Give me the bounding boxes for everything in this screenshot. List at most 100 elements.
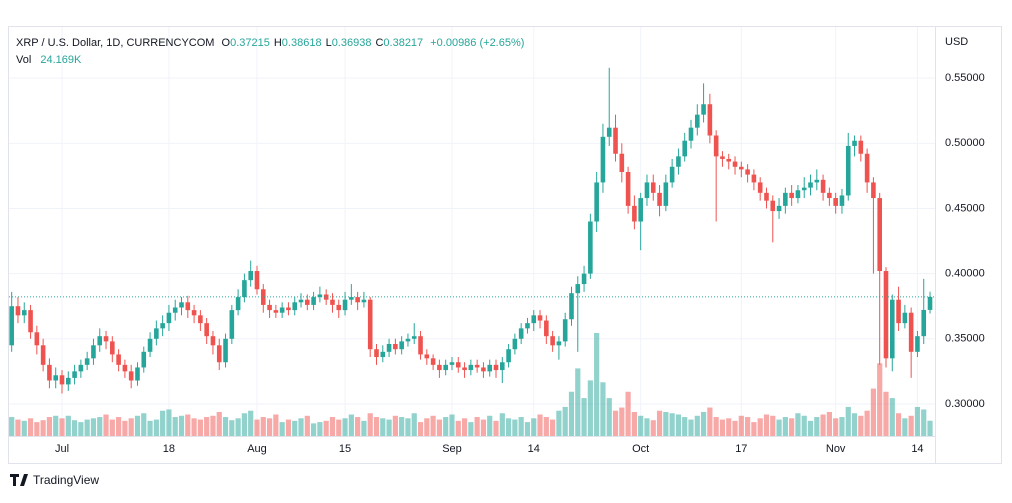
volume-bar <box>172 417 178 436</box>
candle-body <box>84 358 90 365</box>
candle-body <box>556 341 562 346</box>
x-tick-label: 15 <box>339 443 351 455</box>
volume <box>9 333 933 436</box>
volume-bar <box>512 419 518 436</box>
change: +0.00986 (+2.65%) <box>430 37 525 49</box>
volume-bar <box>845 406 851 436</box>
volume-bar <box>122 420 128 436</box>
candle-body <box>877 198 882 272</box>
candle-body <box>449 362 455 365</box>
chart-frame <box>8 26 1002 464</box>
candle-body <box>776 205 782 212</box>
candle-body <box>713 135 719 157</box>
candle-body <box>40 345 46 365</box>
volume-bar <box>273 414 279 436</box>
volume-bar <box>550 419 556 436</box>
volume-bar <box>782 417 788 436</box>
candle-body <box>399 341 404 350</box>
volume-bar <box>826 411 832 436</box>
ohlc-label: L <box>325 37 332 49</box>
candle-body <box>437 364 442 371</box>
candle-body <box>889 299 895 359</box>
volume-bar <box>260 417 266 436</box>
candle-body <box>726 158 732 162</box>
volume-bar <box>631 411 637 436</box>
candle-body <box>562 319 568 342</box>
candle-body <box>789 192 794 199</box>
candle-body <box>330 299 335 305</box>
candle-body <box>814 179 820 183</box>
candle-body <box>871 182 876 199</box>
volume-bar <box>619 407 625 436</box>
volume-bar <box>675 414 682 436</box>
volume-bar <box>204 417 210 436</box>
volume-bar <box>638 415 644 436</box>
x-tick-label: Aug <box>247 443 267 455</box>
volume-bar <box>9 417 15 436</box>
volume-bar <box>84 419 90 436</box>
candle-body <box>279 307 285 313</box>
candle-body <box>707 104 713 136</box>
candle-body <box>386 344 392 352</box>
volume-bar <box>914 406 921 436</box>
volume-bar <box>851 413 858 436</box>
y-tick-label: 0.35000 <box>945 333 985 345</box>
candle-body <box>154 328 159 339</box>
candle-body <box>9 306 14 346</box>
candle-body <box>380 351 386 358</box>
volume-bar <box>562 406 568 436</box>
volume-bar <box>650 420 656 436</box>
brand-logo <box>10 474 28 486</box>
candle-body <box>883 271 889 359</box>
brand[interactable]: TradingView <box>10 473 99 487</box>
volume-bar <box>147 420 153 436</box>
volume-bar <box>694 415 700 436</box>
volume-bar <box>870 388 877 436</box>
candle-body <box>122 364 128 372</box>
candle-body <box>28 310 33 333</box>
candle-body <box>720 156 725 159</box>
volume-bar <box>575 368 581 436</box>
candle-body <box>286 307 291 311</box>
candle-body <box>619 153 625 172</box>
candle-body <box>808 182 813 188</box>
candle-body <box>682 140 688 157</box>
candle-body <box>361 299 367 303</box>
volume-bar <box>770 415 776 436</box>
candle-body <box>694 114 700 128</box>
ohlc-label: H <box>273 37 282 49</box>
volume-bar <box>877 363 883 436</box>
volume-bar <box>248 410 254 436</box>
candle-body <box>688 127 694 141</box>
candle-body <box>613 127 618 154</box>
volume-bar <box>449 414 455 436</box>
candle-body <box>424 354 430 359</box>
volume-bar <box>568 391 575 436</box>
candle-body <box>506 349 511 363</box>
volume-bar <box>254 419 260 436</box>
candle-body <box>751 174 757 183</box>
volume-bar <box>505 418 512 436</box>
ohlc-value: 0.38217 <box>383 37 424 49</box>
volume-bar <box>160 410 166 436</box>
candle-body <box>550 336 555 346</box>
candle-body <box>235 297 241 311</box>
volume-bar <box>21 420 27 436</box>
candle-body <box>632 205 637 222</box>
volume-bar <box>839 417 845 436</box>
candle-body <box>845 145 851 196</box>
candle-body <box>455 362 461 368</box>
y-tick-label: 0.55000 <box>945 72 985 84</box>
volume-bar <box>311 423 317 436</box>
volume-bar <box>361 420 367 436</box>
candle-body <box>242 280 247 298</box>
volume-bar <box>461 418 468 436</box>
candle-body <box>172 307 178 313</box>
axes: 0.30000 0.35000 0.40000 0.45000 0.50000 0.550… <box>55 72 985 455</box>
volume-bar <box>455 420 461 436</box>
candle-body <box>638 198 643 222</box>
candle-body <box>298 299 304 303</box>
price-axis-unit: USD <box>945 36 968 48</box>
candle-body <box>783 192 788 206</box>
candle-body <box>770 200 776 212</box>
